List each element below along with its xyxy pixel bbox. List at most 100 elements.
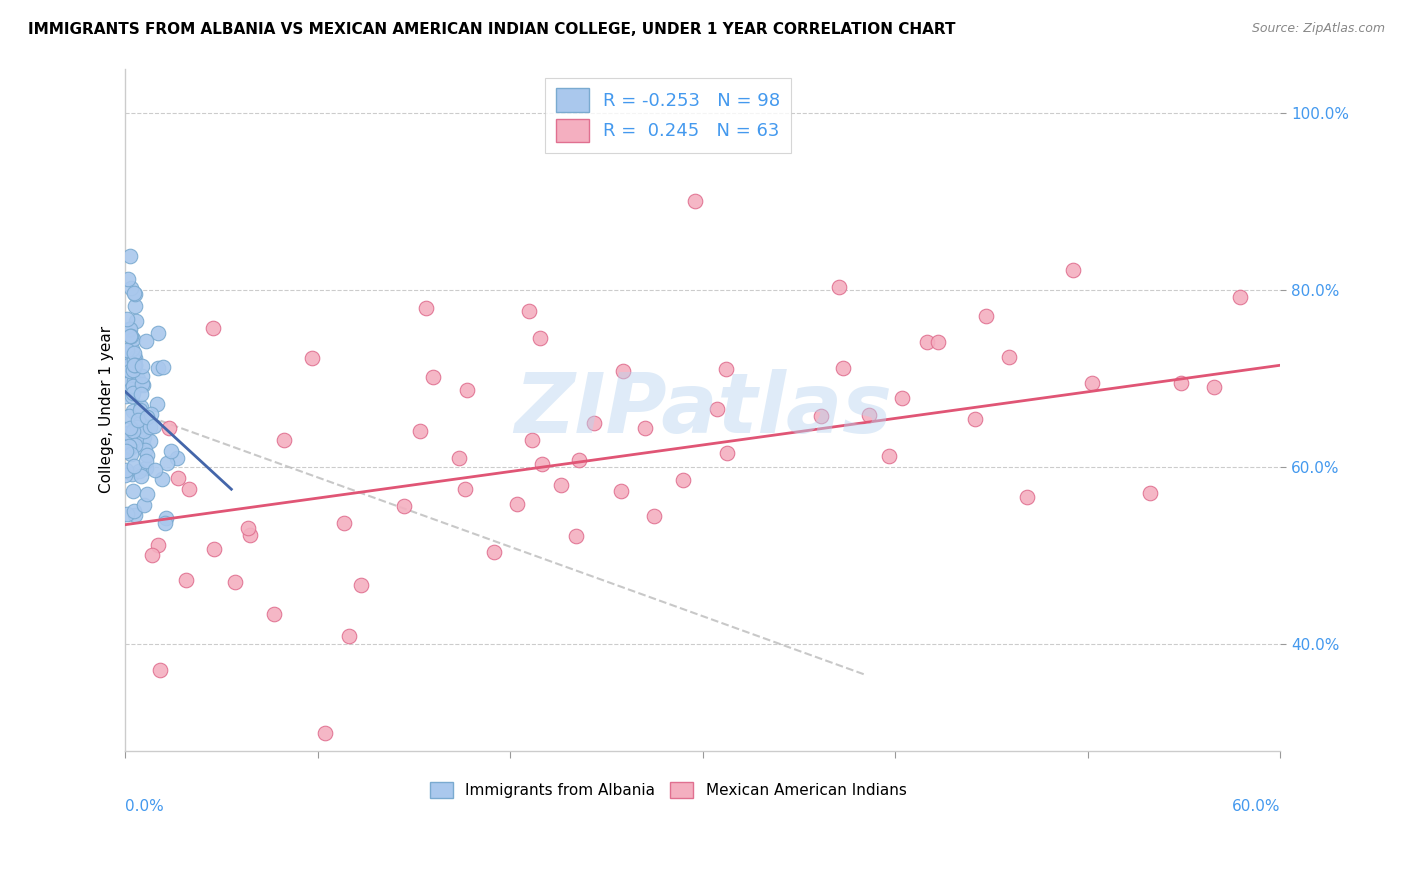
Point [118,439,141,453]
Point [131,378,153,392]
Point [120,382,142,396]
Point [125,314,148,328]
Point [135,334,157,349]
Point [122,358,145,372]
Point [456,384,478,398]
Point [153,516,176,530]
Point [115,344,138,359]
Point [716,446,738,460]
Point [122,504,145,518]
Point [152,360,174,375]
Point [239,527,262,541]
Point [125,430,148,444]
Point [141,548,163,562]
Point [449,450,471,465]
Point [422,370,444,384]
Point [683,194,706,208]
Point [828,280,851,294]
Legend: Immigrants from Albania, Mexican American Indians: Immigrants from Albania, Mexican America… [425,776,912,805]
Point [122,458,145,473]
Point [583,417,606,431]
Point [129,386,152,401]
Point [672,473,695,487]
Point [122,352,145,367]
Point [117,425,139,440]
Text: IMMIGRANTS FROM ALBANIA VS MEXICAN AMERICAN INDIAN COLLEGE, UNDER 1 YEAR CORRELA: IMMIGRANTS FROM ALBANIA VS MEXICAN AMERI… [28,22,956,37]
Point [202,542,225,557]
Point [114,467,136,482]
Point [998,350,1021,364]
Point [394,499,416,513]
Point [146,326,169,340]
Point [124,287,146,301]
Point [506,497,529,511]
Text: ZIPatlas: ZIPatlas [515,369,891,450]
Point [117,322,139,336]
Point [482,545,505,559]
Point [124,346,146,360]
Point [132,498,155,512]
Point [121,386,143,401]
Point [974,309,997,323]
Point [139,419,162,434]
Point [129,468,152,483]
Point [134,443,156,458]
Point [136,410,159,425]
Point [118,329,141,343]
Point [121,332,143,346]
Point [564,529,586,543]
Point [156,456,179,470]
Point [127,372,149,386]
Point [530,458,553,472]
Point [129,400,152,414]
Point [131,368,153,383]
Point [529,331,551,345]
Point [132,437,155,451]
Point [117,311,139,326]
Point [1202,380,1225,394]
Point [146,396,169,410]
Point [810,409,832,423]
Point [146,360,169,375]
Point [139,407,162,421]
Point [201,321,224,335]
Point [517,304,540,318]
Point [1229,290,1251,304]
Point [146,538,169,552]
Point [122,286,145,301]
Point [612,364,634,378]
Point [128,464,150,478]
Point [166,450,188,465]
Point [135,460,157,475]
Point [114,362,136,376]
Point [124,438,146,452]
Point [120,447,142,461]
Point [714,361,737,376]
Point [135,454,157,468]
Point [409,424,432,438]
Point [122,382,145,396]
Point [927,335,949,350]
Point [115,443,138,458]
Point [832,361,855,376]
Point [634,421,657,435]
Point [150,472,173,486]
Point [149,663,172,677]
Point [134,430,156,444]
Point [159,421,181,435]
Point [174,573,197,587]
Point [121,484,143,499]
Point [121,342,143,356]
Point [1081,376,1104,391]
Point [1139,485,1161,500]
Point [115,389,138,403]
Point [122,362,145,376]
Point [877,449,900,463]
Point [1170,376,1192,390]
Y-axis label: College, Under 1 year: College, Under 1 year [100,326,114,493]
Point [139,434,162,448]
Point [121,389,143,403]
Point [610,483,633,498]
Point [131,359,153,374]
Point [117,343,139,358]
